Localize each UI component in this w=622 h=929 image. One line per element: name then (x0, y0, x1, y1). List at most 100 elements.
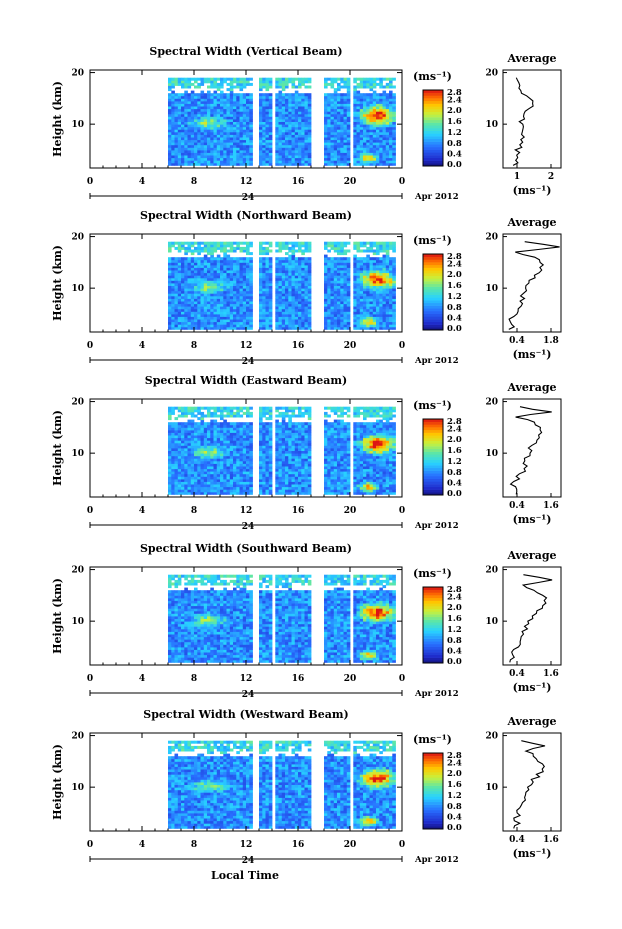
heatmap-cell (333, 131, 338, 135)
heatmap-cell (265, 252, 270, 256)
heatmap-cell (265, 321, 270, 325)
heatmap-cell (216, 116, 221, 120)
heatmap-cell (268, 85, 273, 89)
heatmap-cell (343, 95, 348, 99)
heatmap-cell (340, 142, 344, 146)
heatmap-cell (174, 491, 179, 495)
heatmap-cell (288, 285, 292, 289)
heatmap-cell (376, 116, 380, 120)
heatmap-cell (216, 481, 221, 485)
heatmap-cell (249, 460, 253, 464)
heatmap-cell (223, 142, 227, 146)
heatmap-cell (281, 290, 286, 294)
heatmap-cell (216, 277, 221, 281)
heatmap-cell (304, 142, 309, 146)
heatmap-cell (379, 259, 383, 263)
heatmap-cell (220, 283, 224, 286)
heatmap-cell (187, 259, 192, 263)
heatmap-cell (220, 427, 224, 431)
heatmap-cell (203, 489, 208, 493)
heatmap-cell (200, 144, 205, 148)
heatmap-cell (242, 445, 247, 449)
heatmap-cell (187, 422, 192, 426)
heatmap-cell (369, 137, 374, 141)
heatmap-cell (171, 121, 175, 125)
heatmap-cell (359, 313, 364, 317)
heatmap-cell (259, 303, 263, 307)
heatmap-cell (174, 277, 179, 281)
heatmap-cell (275, 155, 279, 159)
heatmap-cell (223, 95, 227, 99)
heatmap-cell (171, 484, 175, 488)
heatmap-cell (174, 116, 179, 120)
heatmap-cell (278, 157, 283, 161)
heatmap-cell (226, 283, 231, 286)
heatmap-cell (327, 155, 331, 159)
heatmap-cell (298, 301, 302, 305)
heatmap-cell (346, 259, 351, 263)
heatmap-cell (363, 147, 367, 151)
heatmap-cell (275, 285, 279, 289)
heatmap-cell (203, 450, 208, 454)
heatmap-cell (168, 134, 172, 138)
heatmap-cell (281, 246, 286, 250)
heatmap-cell (177, 95, 182, 99)
heatmap-cell (200, 119, 205, 122)
heatmap-cell (307, 308, 312, 312)
heatmap-cell (246, 450, 250, 454)
heatmap-cell (363, 244, 367, 248)
heatmap-cell (353, 319, 357, 323)
heatmap-cell (181, 157, 185, 161)
heatmap-cell (239, 262, 244, 266)
heatmap-cell (239, 98, 244, 102)
heatmap-cell (265, 134, 270, 138)
heatmap-cell (197, 142, 201, 146)
heatmap-cell (278, 93, 283, 97)
heatmap-cell (197, 277, 201, 281)
colorbar-segment (423, 117, 443, 121)
heatmap-cell (343, 139, 348, 143)
heatmap-cell (177, 288, 182, 292)
heatmap-cell (389, 113, 393, 117)
heatmap-cell (346, 113, 351, 117)
heatmap-cell (174, 285, 179, 289)
heatmap-cell (223, 424, 227, 428)
heatmap-cell (174, 142, 179, 146)
heatmap-cell (333, 106, 338, 110)
heatmap-cell (385, 103, 390, 107)
heatmap-cell (223, 283, 227, 286)
heatmap-cell (200, 142, 205, 146)
heatmap-cell (207, 121, 211, 125)
heatmap-cell (298, 149, 302, 153)
heatmap-cell (220, 113, 224, 117)
heatmap-cell (327, 267, 331, 271)
heatmap-cell (177, 442, 182, 446)
heatmap-cell (376, 270, 380, 274)
heatmap-cell (187, 411, 192, 415)
heatmap-cell (259, 311, 263, 315)
heatmap-cell (288, 116, 292, 120)
heatmap-cell (324, 295, 328, 299)
heatmap-cell (220, 108, 224, 112)
heatmap-cell (265, 324, 270, 328)
heatmap-cell (184, 257, 188, 261)
heatmap-cell (382, 108, 387, 112)
heatmap-cell (333, 298, 338, 302)
heatmap-cell (343, 108, 348, 112)
heatmap-cell (379, 288, 383, 292)
heatmap-cell (379, 275, 383, 279)
heatmap-cell (187, 326, 192, 330)
heatmap-cell (330, 301, 335, 305)
heatmap-cell (392, 162, 396, 166)
heatmap-cell (392, 277, 396, 281)
heatmap-cell (220, 267, 224, 271)
heatmap-cell (288, 321, 292, 325)
heatmap-cell (275, 295, 279, 299)
heatmap-cell (210, 316, 214, 320)
heatmap-cell (268, 142, 273, 146)
x-tick-label: 16 (292, 341, 305, 351)
heatmap-cell (376, 298, 380, 302)
heatmap-cell (194, 429, 198, 433)
heatmap-cell (389, 277, 393, 281)
heatmap-cell (223, 77, 227, 81)
